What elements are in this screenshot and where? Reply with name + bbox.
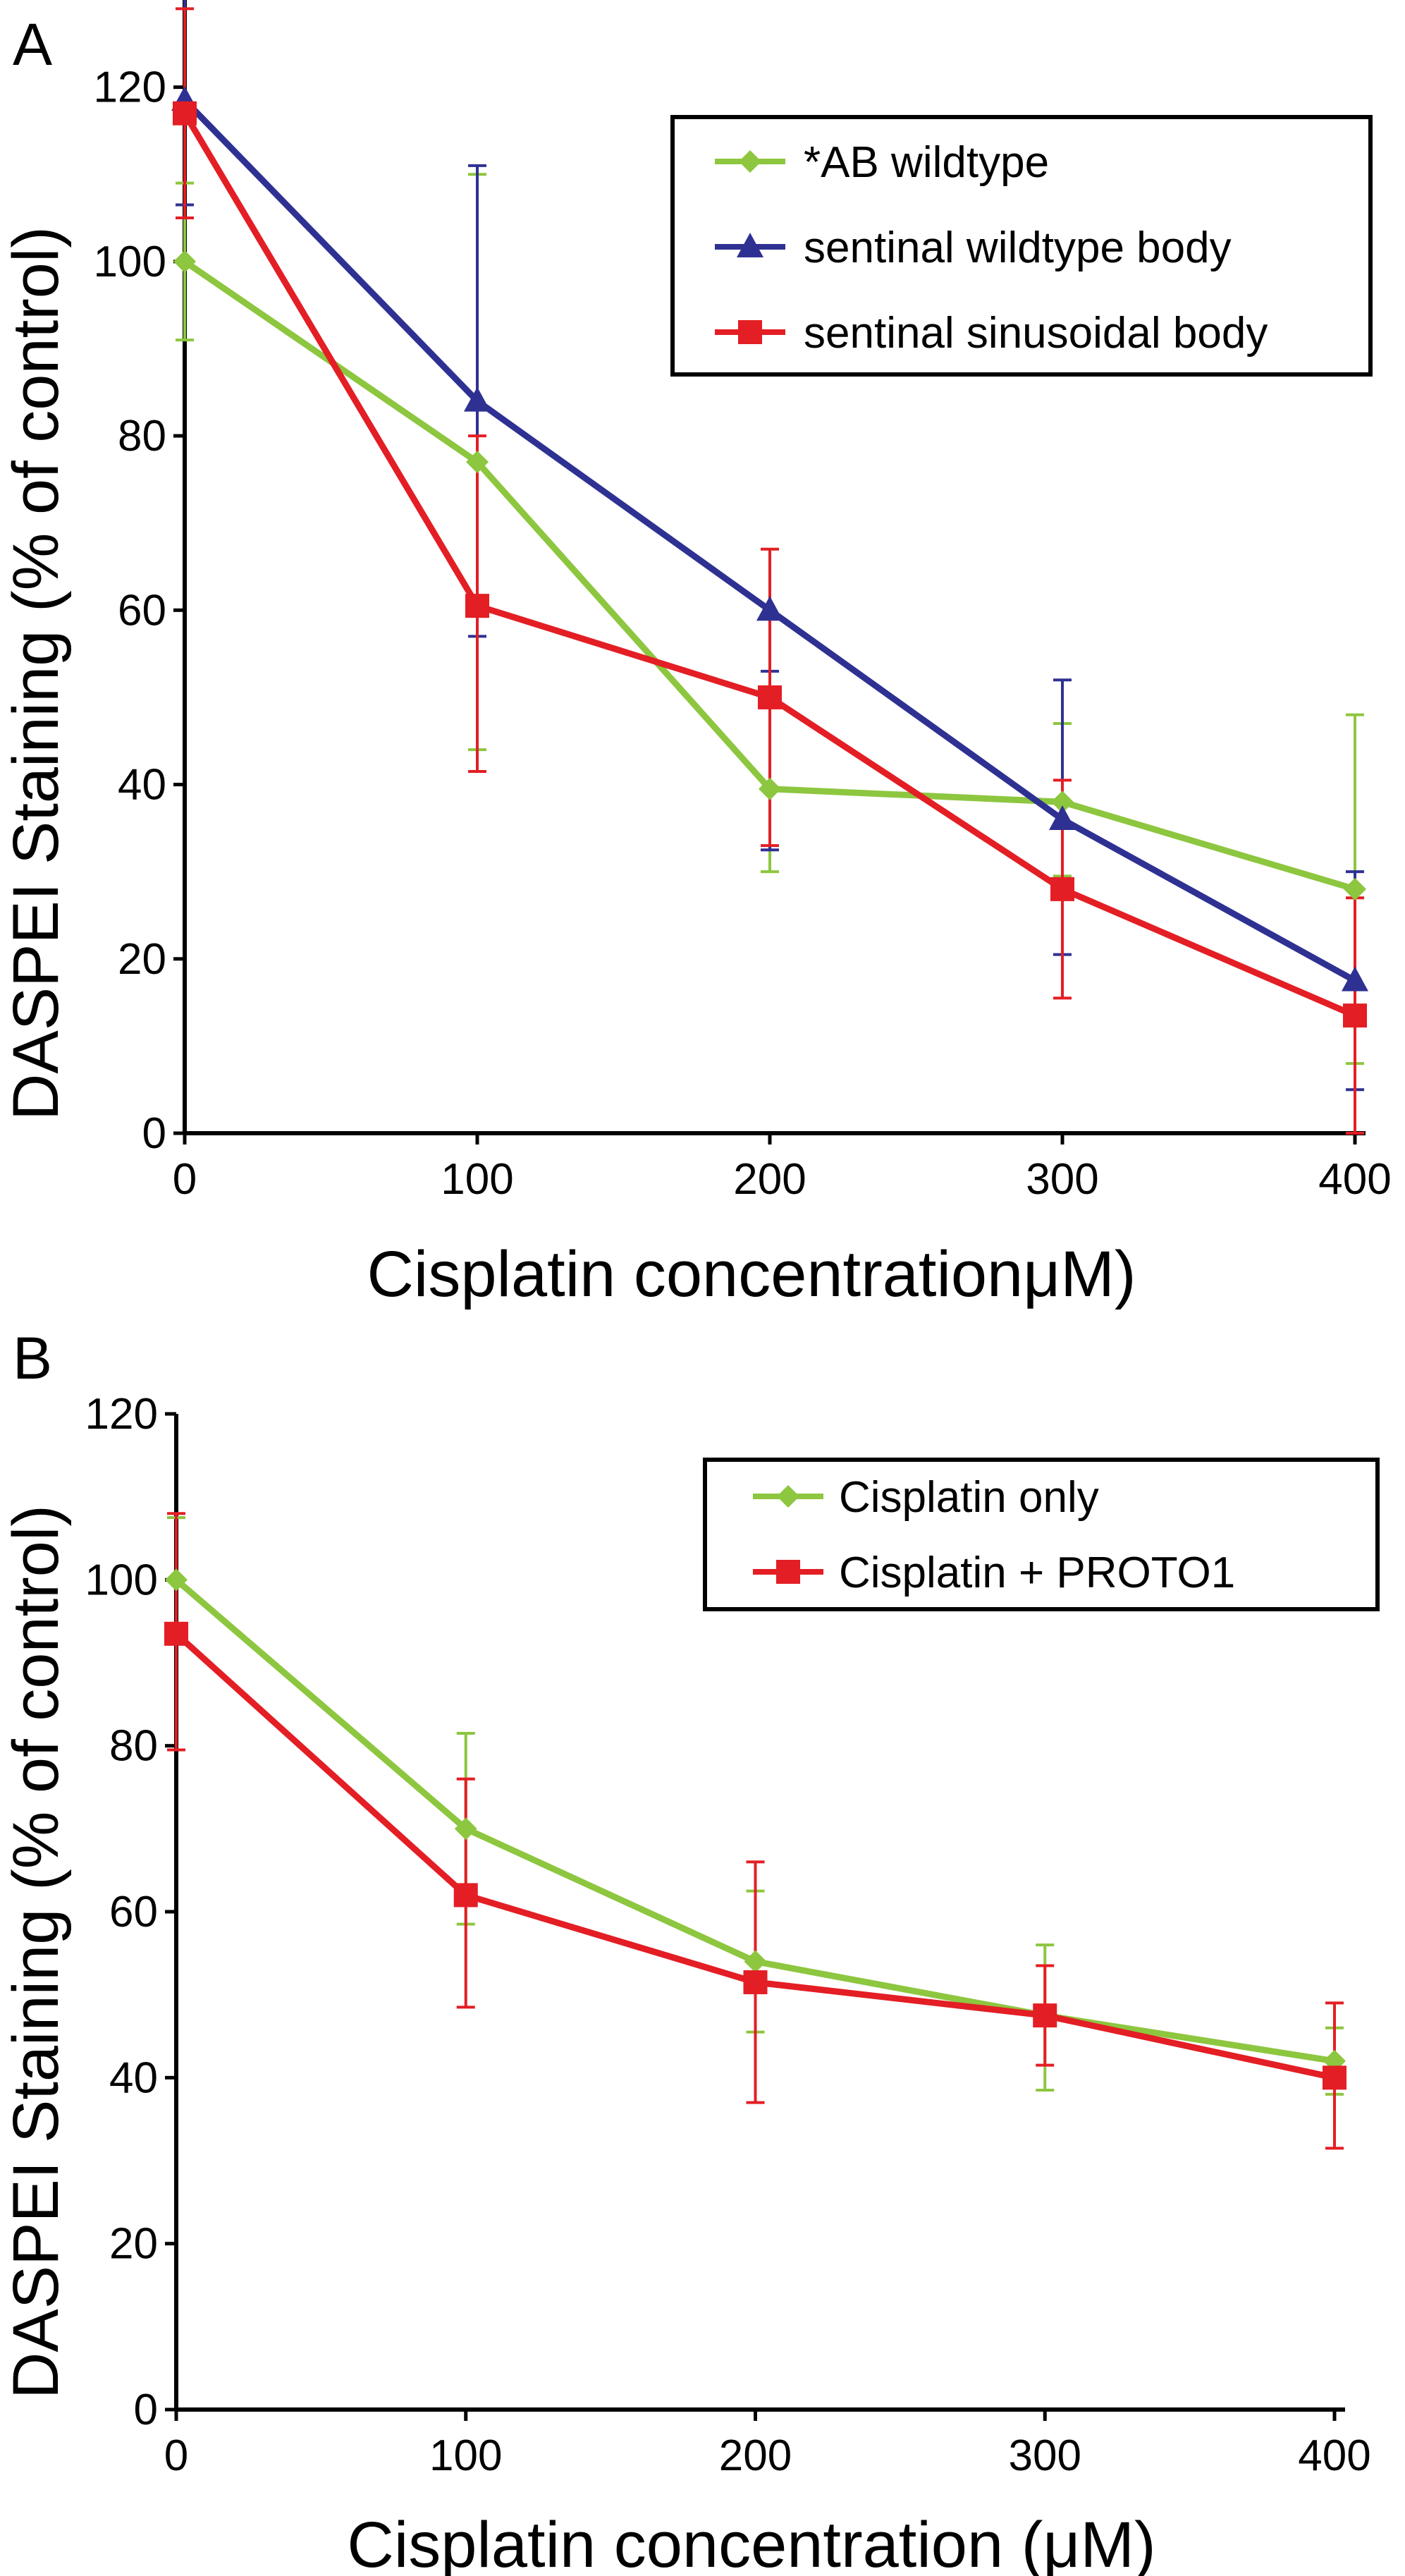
y-tick-label: 60 xyxy=(109,1888,158,1936)
panel-b: B DASPEI Staining (% of control) Cisplat… xyxy=(0,1325,1380,2576)
cisplatin-only-point xyxy=(165,1568,188,1592)
sentinal-wildtype-body-point xyxy=(1049,805,1076,830)
y-tick-label: 100 xyxy=(94,238,166,286)
sentinal-sinusoidal-body-point xyxy=(173,101,197,126)
panel-label: A xyxy=(13,11,52,78)
x-tick-label: 300 xyxy=(1026,1155,1098,1204)
cisplatin-only-legend-label: Cisplatin only xyxy=(839,1473,1099,1522)
x-tick-label: 400 xyxy=(1298,2431,1370,2480)
ab-wildtype-legend-label: *AB wildtype xyxy=(804,138,1049,187)
y-tick-label: 80 xyxy=(118,412,166,460)
sentinal-wildtype-body-point xyxy=(464,386,491,412)
y-tick-label: 80 xyxy=(109,1722,158,1771)
x-axis-title: Cisplatin concentrationμM) xyxy=(367,1238,1136,1310)
sentinal-wildtype-body-point xyxy=(756,596,783,621)
y-tick-label: 0 xyxy=(142,1109,166,1158)
cisplatin-only-legend-marker xyxy=(777,1485,799,1508)
y-tick-label: 0 xyxy=(134,2386,158,2434)
sentinal-sinusoidal-body-point xyxy=(1343,1003,1367,1028)
cisplatin-proto1-legend-marker xyxy=(776,1560,800,1584)
cisplatin-proto1-point xyxy=(164,1621,188,1646)
y-tick-label: 120 xyxy=(94,63,166,112)
x-tick-label: 0 xyxy=(164,2431,188,2480)
y-tick-label: 40 xyxy=(109,2053,158,2102)
ab-wildtype-legend-marker xyxy=(739,150,761,173)
legend-box xyxy=(670,115,1373,377)
y-tick-label: 40 xyxy=(118,761,166,810)
sentinal-sinusoidal-body-point xyxy=(758,685,782,709)
y-tick-label: 60 xyxy=(118,586,166,635)
y-axis-title: DASPEI Staining (% of control) xyxy=(0,1505,72,2399)
cisplatin-proto1-point xyxy=(1323,2065,1346,2090)
cisplatin-only-point xyxy=(454,1817,477,1841)
x-tick-label: 400 xyxy=(1318,1155,1391,1204)
ab-wildtype-point xyxy=(759,777,781,800)
y-tick-label: 20 xyxy=(118,935,166,984)
x-tick-label: 0 xyxy=(173,1155,197,1204)
axis-ticks: 0 20 40 60 80 100 120 0 100 200 300 400 xyxy=(85,1390,1371,2480)
cisplatin-proto1-point xyxy=(453,1883,478,1907)
x-tick-label: 100 xyxy=(429,2431,502,2480)
x-axis-title: Cisplatin concentration (μM) xyxy=(347,2509,1155,2576)
ab-wildtype-point xyxy=(1344,877,1366,901)
cisplatin-proto1-legend-label: Cisplatin + PROTO1 xyxy=(839,1549,1235,1597)
ab-wildtype-point xyxy=(1051,790,1074,814)
series-markers xyxy=(171,86,1368,1028)
sentinal-sinusoidal-body-point xyxy=(1050,877,1074,901)
y-tick-label: 100 xyxy=(85,1556,158,1604)
sentinal-sinusoidal-body-legend-marker xyxy=(738,320,762,344)
x-tick-label: 100 xyxy=(441,1155,513,1204)
series-markers xyxy=(164,1568,1346,2090)
panel-label: B xyxy=(13,1325,52,1391)
legend: *AB wildtype sentinal wildtype body sentin… xyxy=(670,115,1373,377)
panel-a: A DASPEI Staining (% of control) Cisplat… xyxy=(0,0,1392,1310)
legend: Cisplatin only Cisplatin + PROTO1 xyxy=(703,1458,1380,1611)
x-tick-label: 300 xyxy=(1009,2431,1081,2480)
cisplatin-only-point xyxy=(744,1950,767,1973)
cisplatin-proto1-point xyxy=(743,1970,768,1995)
ab-wildtype-point xyxy=(466,451,489,474)
ab-wildtype-point xyxy=(173,250,196,273)
x-tick-label: 200 xyxy=(719,2431,792,2480)
y-tick-label: 120 xyxy=(85,1390,158,1439)
sentinal-wildtype-body-legend-label: sentinal wildtype body xyxy=(804,224,1232,272)
legend-box xyxy=(703,1458,1380,1611)
y-tick-label: 20 xyxy=(109,2220,158,2269)
cisplatin-proto1-point xyxy=(1033,2003,1057,2028)
sentinal-wildtype-body-legend-marker xyxy=(737,233,763,257)
y-axis-title: DASPEI Staining (% of control) xyxy=(0,226,72,1121)
sentinal-sinusoidal-body-legend-label: sentinal sinusoidal body xyxy=(804,309,1268,358)
x-tick-label: 200 xyxy=(733,1155,806,1204)
sentinal-wildtype-body-point xyxy=(1342,966,1368,991)
sentinal-sinusoidal-body-point xyxy=(465,594,489,618)
